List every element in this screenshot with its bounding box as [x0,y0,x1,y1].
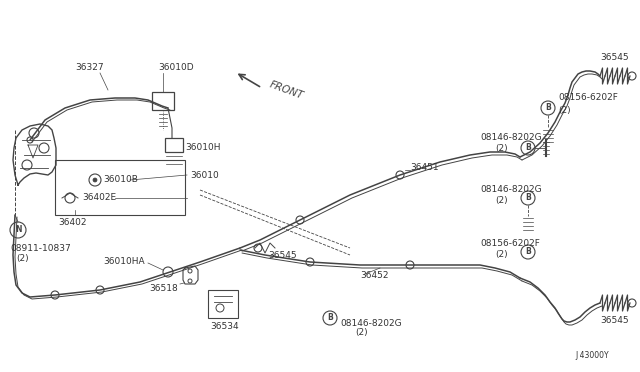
Text: 36452: 36452 [360,272,388,280]
Text: 36402E: 36402E [82,193,116,202]
Bar [165,138,183,152]
Text: N: N [15,225,21,234]
Text: 36010: 36010 [190,170,219,180]
Text: B: B [327,314,333,323]
Circle shape [306,258,314,266]
Text: 08146-8202G: 08146-8202G [480,134,541,142]
Circle shape [51,291,59,299]
Bar [55,160,185,215]
Bar [208,290,238,318]
Text: (2): (2) [495,196,508,205]
Circle shape [396,171,404,179]
Text: 08911-10837: 08911-10837 [10,244,71,253]
Text: 36451: 36451 [410,164,438,173]
Text: 08146-8202G: 08146-8202G [340,318,402,327]
Text: 08146-8202G: 08146-8202G [480,186,541,195]
Text: 36545: 36545 [601,53,629,62]
Circle shape [93,178,97,182]
Text: 36402: 36402 [58,218,86,227]
Text: B: B [545,103,551,112]
Text: B: B [525,247,531,257]
Text: 36545: 36545 [600,316,628,325]
Text: 36327: 36327 [76,63,104,72]
Text: (2): (2) [558,106,571,115]
Circle shape [406,261,414,269]
Text: 36010H: 36010H [185,144,221,153]
Text: B: B [525,144,531,153]
Circle shape [96,286,104,294]
Text: 36010B: 36010B [103,176,138,185]
Text: (2): (2) [355,328,367,337]
Text: B: B [525,193,531,202]
Text: 36010HA: 36010HA [104,257,145,266]
Text: (2): (2) [16,254,29,263]
Text: (2): (2) [495,144,508,153]
Text: J 43000Y: J 43000Y [575,351,609,360]
Text: 36545: 36545 [268,251,296,260]
Circle shape [65,193,75,203]
Circle shape [163,267,173,277]
Text: 36518: 36518 [149,284,178,293]
Circle shape [27,137,33,143]
Text: FRONT: FRONT [268,79,305,101]
Circle shape [254,244,262,252]
Text: 08156-6202F: 08156-6202F [480,240,540,248]
Text: 36534: 36534 [210,322,239,331]
Text: 08156-6202F: 08156-6202F [558,93,618,103]
Text: 36010D: 36010D [158,63,194,72]
Bar [152,92,174,110]
Text: (2): (2) [495,250,508,259]
Circle shape [296,216,304,224]
